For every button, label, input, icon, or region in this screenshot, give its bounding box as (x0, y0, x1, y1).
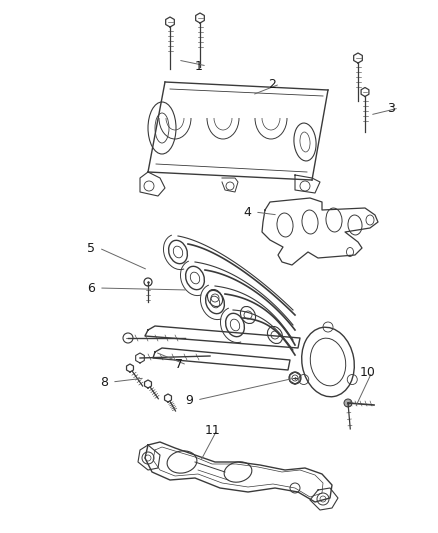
Text: 4: 4 (243, 206, 251, 219)
Text: 10: 10 (360, 366, 376, 378)
Text: 2: 2 (268, 77, 276, 91)
Text: 9: 9 (185, 393, 193, 407)
Text: 6: 6 (87, 281, 95, 295)
Text: 7: 7 (175, 359, 183, 372)
Text: 8: 8 (100, 376, 108, 389)
Text: 5: 5 (87, 241, 95, 254)
Circle shape (344, 399, 352, 407)
Text: 1: 1 (195, 60, 203, 72)
Text: 3: 3 (387, 101, 395, 115)
Text: 11: 11 (205, 424, 221, 437)
